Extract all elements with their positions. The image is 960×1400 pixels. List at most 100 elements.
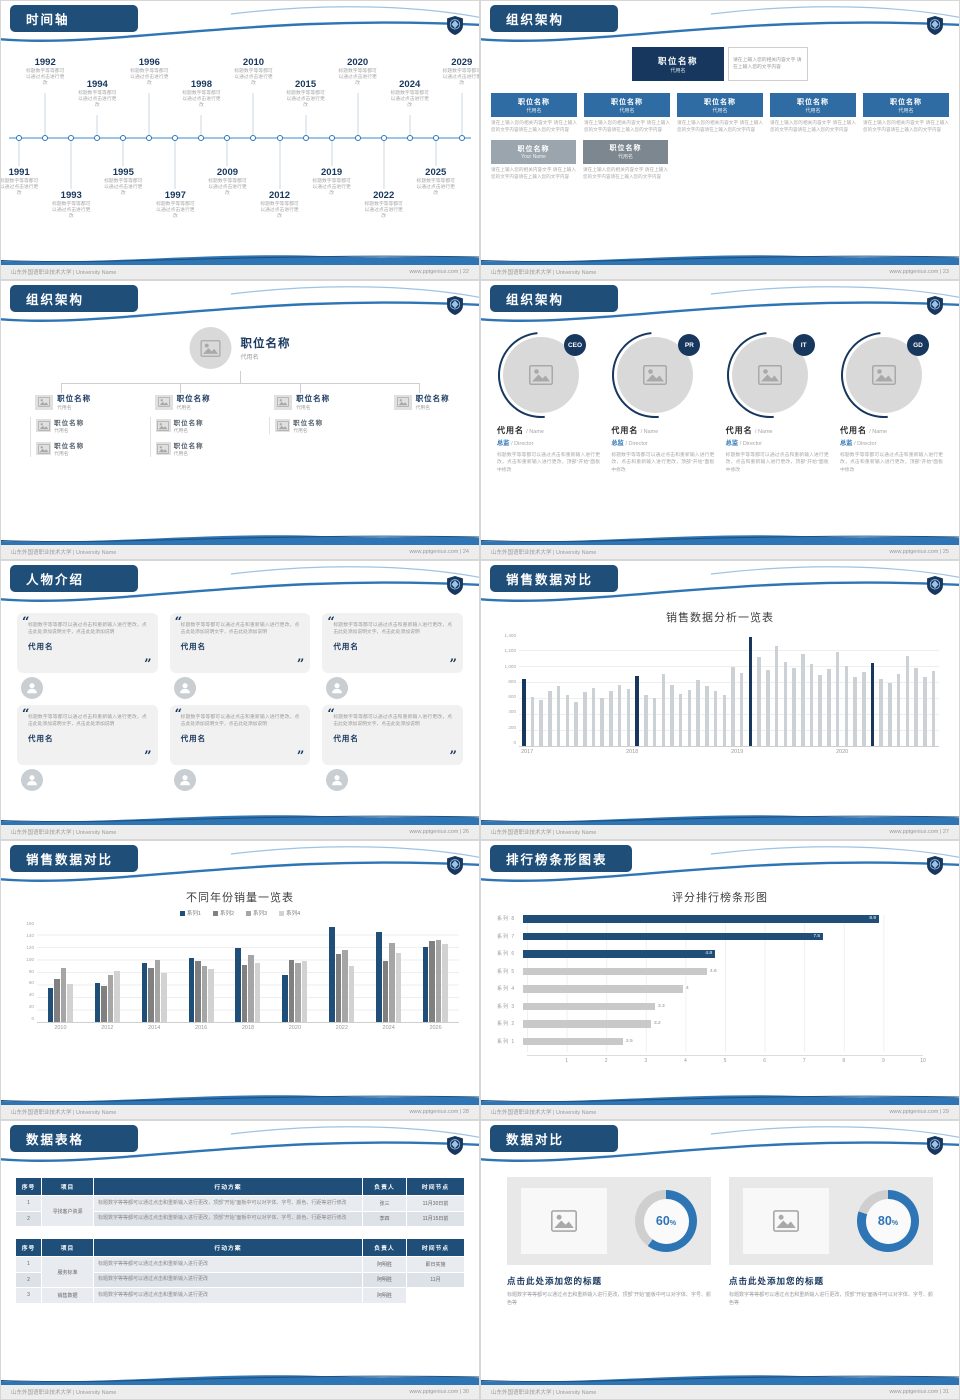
slide-footer: 山东外国语职业技术大学 | University Name www.pptgen… — [1, 1089, 479, 1119]
org-position: 职位名称 代用名 请在上输入您的相关内容文字 请在上输入您的文字内容请在上输入您… — [863, 93, 949, 134]
footer-site: www.pptgenius.com | 22 — [409, 269, 469, 275]
org-root: 职位名称 代用名 — [189, 327, 291, 369]
slide-26-people[interactable]: 人物介绍 “ 标题数字等等都可以通过点击和重新输入进行更改，点击此处添加说明文字… — [1, 561, 479, 839]
member-photo-placeholder: CEO — [481, 314, 602, 436]
bar — [853, 677, 857, 746]
member-role-en: / Director — [854, 441, 877, 447]
image-icon — [201, 340, 221, 357]
bar — [429, 940, 435, 1022]
slide-24-org-tree[interactable]: 组织架构 职位名称 代用名 职位名称 代用名 — [1, 281, 479, 559]
timeline-item: 1996 标题数字等等都可以通过点击进行更改 — [126, 57, 172, 88]
image-icon — [158, 397, 170, 407]
member-note: 标题数字等等都可以通过点击和重新输入进行更改，点击和重新输入进行更改，顶部“开始… — [725, 453, 829, 473]
connector-line — [419, 383, 421, 393]
page-number: 28 — [462, 1109, 469, 1115]
bar-track: 2.5 — [523, 1037, 923, 1045]
ranking-row: 系列 2 3.2 — [497, 1020, 923, 1028]
timeline-dot — [328, 135, 335, 141]
slide-title-banner: 人物介绍 — [10, 565, 138, 592]
bar — [523, 1002, 655, 1010]
slide-31-compare[interactable]: 数据对比 60% 点击此处添加您的标题 标题数字等等都可以通过点击和重新输入进行 — [481, 1121, 959, 1399]
bar: 4.8 — [523, 950, 715, 958]
photo-placeholder — [154, 394, 173, 410]
slide-header: 组织架构 — [1, 281, 479, 325]
bar-value: 4.8 — [705, 951, 712, 957]
timeline-caption: 标题数字等等都可以通过点击进行更改 — [234, 69, 273, 87]
person-card: “ 标题数字等等都可以通过点击和重新输入进行更改，点击此处添加说明文字，点击此处… — [322, 705, 463, 793]
org-branch: 职位名称 代用名 — [367, 393, 477, 411]
footer-school: 山东外国语职业技术大学 | University Name — [11, 550, 117, 556]
col-header: 行动方案 — [93, 1177, 363, 1196]
bar — [600, 697, 604, 746]
person-icon — [178, 773, 192, 787]
avatar — [21, 677, 43, 699]
arc-decoration — [594, 314, 716, 436]
bar — [389, 943, 395, 1022]
bar — [739, 673, 744, 746]
timeline-item: 1998 标题数字等等都可以通过点击进行更改 — [178, 79, 224, 110]
timeline-caption: 标题数字等等都可以通过点击进行更改 — [1, 179, 39, 197]
legend-swatch — [279, 911, 285, 917]
slide-title-banner: 销售数据对比 — [490, 565, 618, 592]
footer-site: www.pptgenius.com | 30 — [409, 1389, 469, 1395]
slide-25-org-circles[interactable]: 组织架构 CEO 代用名 / Name 总监 / Director 标题数字等等… — [481, 281, 959, 559]
position-alias: 代用名 — [619, 107, 635, 114]
school-logo-icon — [447, 16, 463, 35]
table-row: 2 标题数字等等都可以通过点击和重新输入进行更改，顶部“开始”面板中可以对字体、… — [15, 1210, 465, 1227]
axis-tick: 20 — [28, 1004, 34, 1010]
timeline-year: 2009 — [216, 167, 239, 178]
cell-no: 1 — [15, 1256, 42, 1273]
slide-28-sales-grouped[interactable]: 销售数据对比 不同年份销量一览表 系列1 系列2 系列3 系列4 160 140 120 1… — [1, 841, 479, 1119]
axis-tick: 8 — [842, 1058, 846, 1064]
bar — [67, 984, 73, 1022]
slide-29-ranking[interactable]: 排行榜条形图表 评分排行榜条形图 系列 8 8.9 系列 7 7.5 系列 6 4.8 系列… — [481, 841, 959, 1119]
bar — [348, 965, 355, 1022]
slide-title: 销售数据对比 — [506, 573, 594, 587]
connector-line — [60, 383, 62, 393]
slide-22-timeline[interactable]: 时间轴 1991 标题数字等等都可以通过点击进行更改 1992 标题数字等等都可以通过… — [1, 1, 479, 279]
bar — [556, 685, 561, 746]
donut-value: 80% — [877, 1214, 899, 1228]
timeline-caption: 标题数字等等都可以通过点击进行更改 — [78, 91, 117, 109]
bar — [565, 695, 570, 746]
member-name: 代用名 — [497, 426, 524, 435]
timeline-year: 2015 — [294, 79, 317, 90]
bar — [827, 669, 831, 746]
bar — [522, 678, 526, 746]
slide-23-org-boxes[interactable]: 组织架构 职位名称 代用名 请在上输入您的相关内容文字 请在上输入您的文字内容 … — [481, 1, 959, 279]
footer-site: www.pptgenius.com | 29 — [889, 1109, 949, 1115]
connector-line — [60, 383, 420, 384]
axis-tick: 2016 — [194, 1025, 208, 1031]
image-icon — [551, 1210, 577, 1232]
bar — [801, 654, 805, 746]
slide-27-sales-trend[interactable]: 销售数据对比 销售数据分析一览表 1,400 1,200 1,000 800 600 40… — [481, 561, 959, 839]
position-name: 职位名称 — [518, 98, 550, 106]
sales-bar-xaxis: 2010 2012 2014 2016 2018 2020 2022 2024 2026 — [37, 1025, 459, 1031]
bar — [295, 963, 301, 1022]
bar — [774, 646, 779, 746]
legend-item: 系列3 — [246, 909, 267, 917]
image-icon — [397, 397, 409, 407]
org-member: CEO 代用名 / Name 总监 / Director 标题数字等等都可以通过… — [481, 314, 602, 474]
quote-open-icon: “ — [22, 707, 30, 722]
cell-plan: 标题数字等等都可以通过点击和重新输入进行更改 — [93, 1287, 363, 1304]
footer-site: www.pptgenius.com | 24 — [409, 549, 469, 555]
org-member: GD 代用名 / Name 总监 / Director 标题数字等等都可以通过点… — [823, 314, 945, 474]
image-icon — [157, 421, 169, 431]
page-number: 30 — [462, 1389, 469, 1395]
org-position-box: 职位名称 Your Name — [491, 139, 576, 164]
photo-placeholder — [155, 419, 171, 432]
slide-30-tables[interactable]: 数据表格 序号 项目 行动方案 负责人 时间节点 — [1, 1121, 479, 1399]
timeline-item: 1994 标题数字等等都可以通过点击进行更改 — [74, 79, 120, 110]
position-note: 请在上输入您的相关内容文字 请在上输入您的文字内容请在上输入您的文字内容 — [491, 166, 576, 179]
cell-project: 服务标准 — [41, 1256, 94, 1288]
timeline-caption: 标题数字等等都可以通过点击进行更改 — [130, 69, 169, 87]
axis-tick: 120 — [26, 944, 34, 950]
position-alias: 代用名 — [176, 406, 192, 411]
bar — [748, 636, 753, 746]
bar — [114, 971, 120, 1022]
arc-decoration — [709, 314, 831, 436]
slide-title-banner: 时间轴 — [10, 5, 138, 32]
bar — [523, 1020, 651, 1028]
